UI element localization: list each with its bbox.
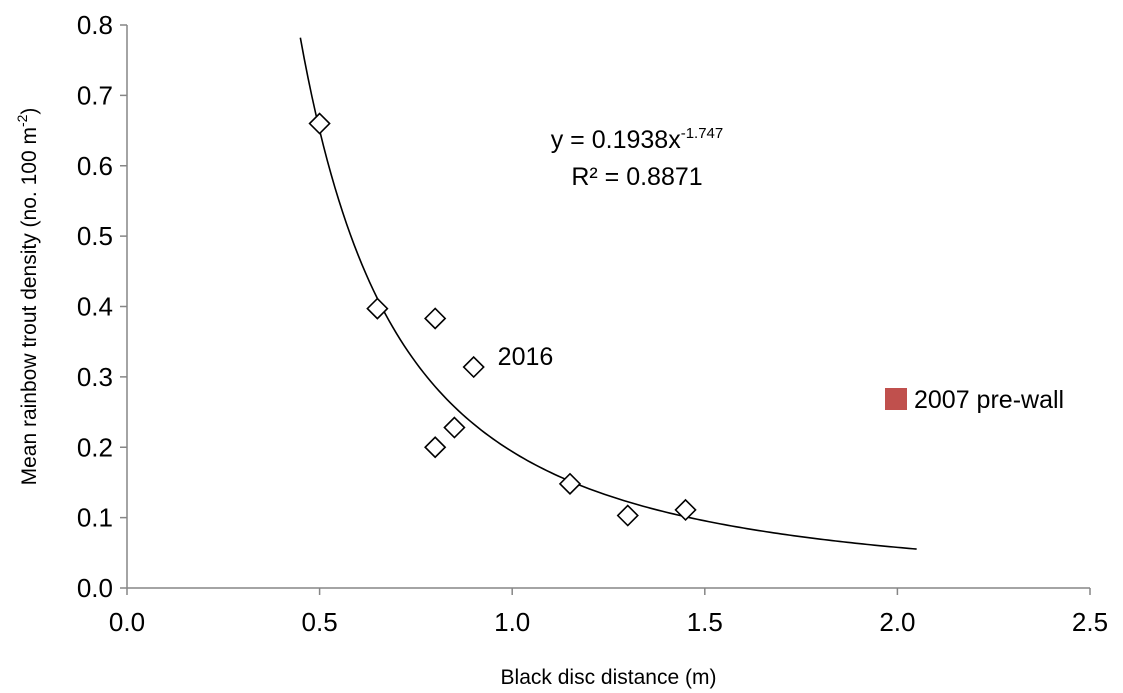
data-point-diamond xyxy=(308,112,331,135)
y-tick-label: 0.2 xyxy=(77,432,113,462)
y-axis-title: Mean rainbow trout density (no. 100 m-2) xyxy=(14,108,41,486)
data-point-diamond xyxy=(462,355,485,379)
y-tick-label: 0.8 xyxy=(77,10,113,40)
data-point-diamond xyxy=(558,472,582,495)
data-point-diamond xyxy=(424,436,447,459)
legend-swatch-2007 xyxy=(885,388,907,410)
y-tick-label: 0.4 xyxy=(77,292,113,322)
y-tick-label: 0.7 xyxy=(77,80,113,110)
legend: 2007 pre-wall xyxy=(885,386,1064,414)
y-tick-label: 0.3 xyxy=(77,362,113,392)
x-tick-label: 0.5 xyxy=(302,607,338,637)
y-tick-label: 0.5 xyxy=(77,221,113,251)
data-point-diamond xyxy=(366,297,389,320)
x-tick-label: 1.5 xyxy=(687,607,723,637)
data-point-diamond xyxy=(443,416,466,439)
y-tick-label: 0.6 xyxy=(77,151,113,181)
trendline-equation: y = 0.1938x-1.747 xyxy=(551,125,724,154)
point-label-2016: 2016 xyxy=(498,343,554,371)
y-axis-title-main: Mean rainbow trout density (no. 100 m xyxy=(18,127,41,485)
data-points xyxy=(308,112,697,527)
data-point-diamond xyxy=(616,504,639,527)
r-squared-label: R² = 0.8871 xyxy=(571,163,702,191)
axes: 0.0 0.5 1.0 1.5 2.0 2.5 0.0 0.1 0.2 0.3 0.4 0.5 0.6… xyxy=(77,10,1108,637)
y-tick-label: 0.0 xyxy=(77,573,113,603)
x-axis-title: Black disc distance (m) xyxy=(501,666,717,689)
y-axis-title-close: ) xyxy=(18,108,41,115)
data-point-diamond xyxy=(424,307,447,330)
x-tick-label: 2.0 xyxy=(879,607,915,637)
x-tick-label: 1.0 xyxy=(494,607,530,637)
power-trendline xyxy=(299,37,917,550)
legend-label-2007: 2007 pre-wall xyxy=(914,386,1064,414)
x-axis-ticks: 0.0 0.5 1.0 1.5 2.0 2.5 xyxy=(109,588,1108,637)
trendline-equation-exponent: -1.747 xyxy=(681,125,724,142)
trendline-equation-main: y = 0.1938x xyxy=(551,126,681,154)
data-point-diamond xyxy=(674,498,697,522)
y-axis-title-superscript: -2 xyxy=(14,114,30,127)
x-tick-label: 2.5 xyxy=(1072,607,1108,637)
y-axis-ticks: 0.0 0.1 0.2 0.3 0.4 0.5 0.6 0.7 0.8 xyxy=(77,10,127,603)
y-tick-label: 0.1 xyxy=(77,503,113,533)
x-tick-label: 0.0 xyxy=(109,607,145,637)
